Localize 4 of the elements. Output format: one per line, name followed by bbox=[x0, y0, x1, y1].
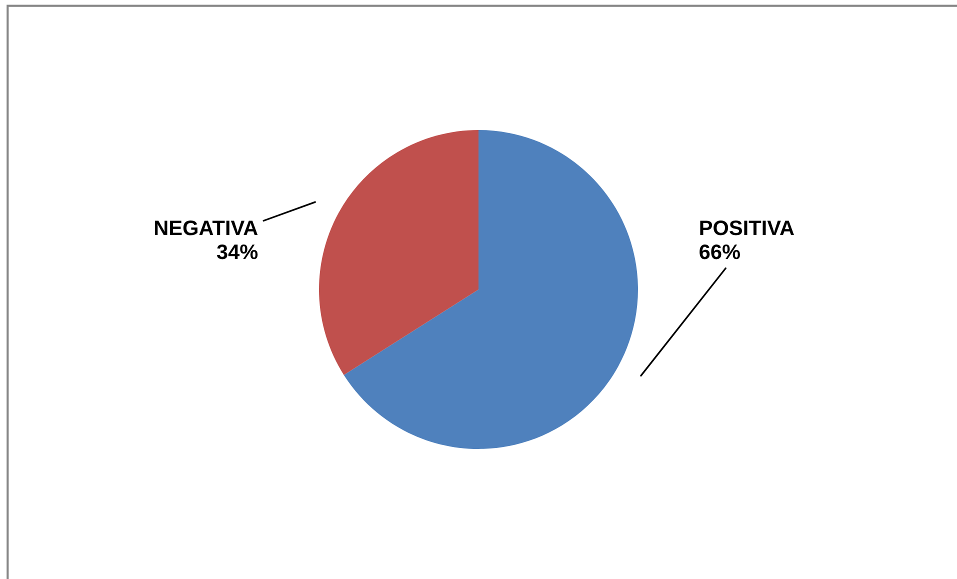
slice-label: POSITIVA bbox=[700, 220, 794, 236]
slice-label: NEGATIVA bbox=[154, 220, 258, 236]
data-label: 34% bbox=[216, 244, 258, 260]
data-label: 66% bbox=[700, 244, 740, 260]
